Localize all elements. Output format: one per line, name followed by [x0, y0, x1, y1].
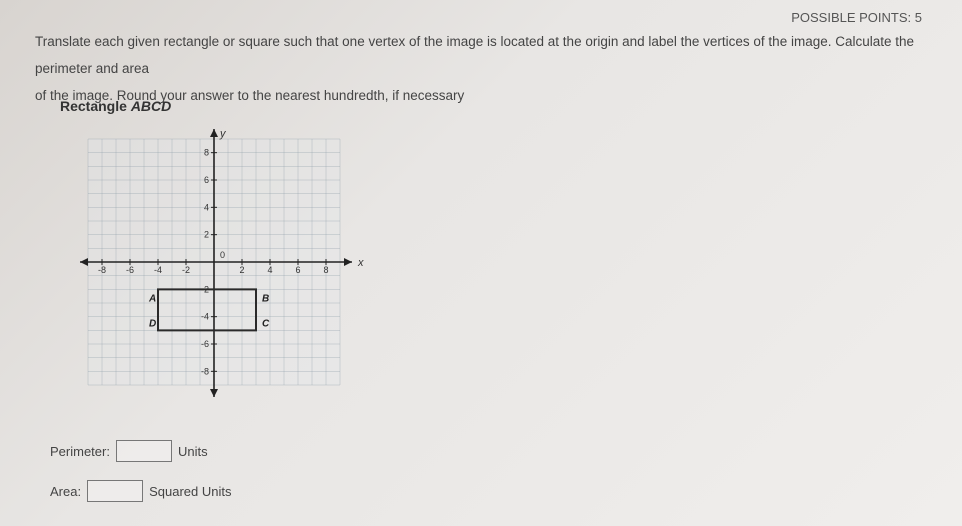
problem-instructions: Translate each given rectangle or square… [35, 28, 942, 109]
svg-text:-8: -8 [201, 366, 209, 376]
svg-text:-8: -8 [98, 265, 106, 275]
area-input[interactable] [87, 480, 143, 502]
title-prefix: Rectangle [60, 98, 131, 114]
perimeter-row: Perimeter: Units [50, 440, 208, 462]
svg-text:-6: -6 [201, 339, 209, 349]
svg-text:-2: -2 [182, 265, 190, 275]
svg-text:C: C [262, 318, 270, 329]
svg-text:A: A [148, 293, 156, 304]
svg-text:8: 8 [323, 265, 328, 275]
instruction-line-1: Translate each given rectangle or square… [35, 34, 914, 76]
title-name: ABCD [131, 98, 171, 114]
svg-text:6: 6 [204, 175, 209, 185]
perimeter-label: Perimeter: [50, 444, 110, 459]
svg-text:-4: -4 [201, 312, 209, 322]
svg-text:2: 2 [239, 265, 244, 275]
svg-text:0: 0 [220, 250, 225, 260]
area-units: Squared Units [149, 484, 231, 499]
coordinate-graph: -8-6-4-22468-8-6-4-224680xyABCD [70, 125, 370, 405]
svg-text:8: 8 [204, 148, 209, 158]
svg-text:4: 4 [267, 265, 272, 275]
figure-title: Rectangle ABCD [60, 98, 171, 114]
svg-text:x: x [357, 257, 364, 269]
area-label: Area: [50, 484, 81, 499]
svg-text:-4: -4 [154, 265, 162, 275]
perimeter-units: Units [178, 444, 208, 459]
svg-text:y: y [219, 128, 227, 140]
svg-text:4: 4 [204, 202, 209, 212]
perimeter-input[interactable] [116, 440, 172, 462]
svg-text:D: D [149, 318, 156, 329]
area-row: Area: Squared Units [50, 480, 231, 502]
svg-text:2: 2 [204, 230, 209, 240]
svg-text:B: B [262, 293, 269, 304]
svg-text:-6: -6 [126, 265, 134, 275]
possible-points: POSSIBLE POINTS: 5 [791, 10, 922, 25]
svg-text:6: 6 [295, 265, 300, 275]
